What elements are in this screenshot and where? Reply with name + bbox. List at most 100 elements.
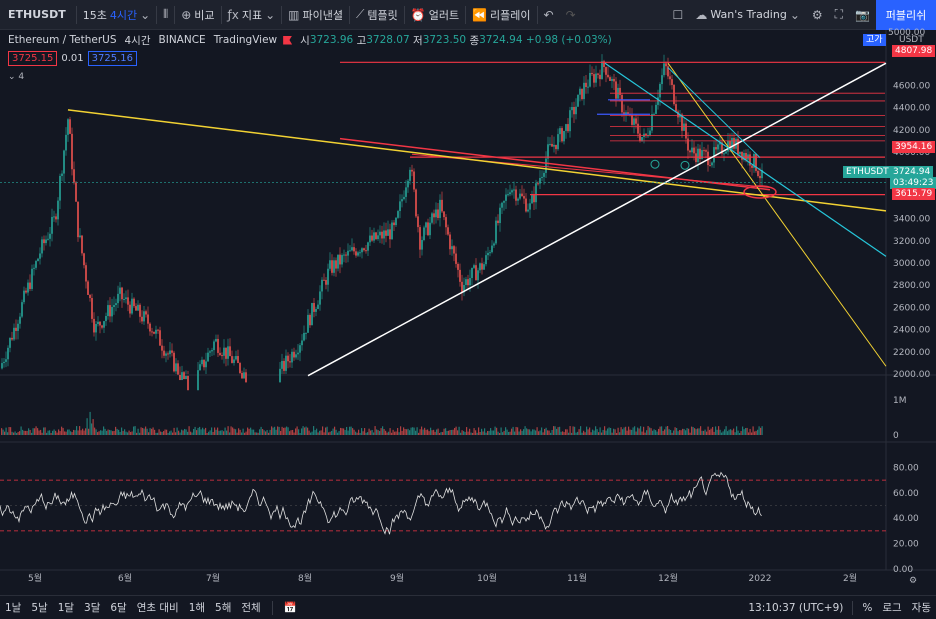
template-icon: ⟋ (355, 7, 365, 21)
volume-bar (268, 432, 270, 435)
volume-bar (467, 431, 469, 435)
price-tick-label: 3000.00 (893, 259, 930, 269)
volume-bar (313, 426, 315, 435)
candle-body (53, 216, 55, 218)
interval-selector[interactable]: 15초 4시간 ⌄ (77, 0, 156, 30)
volume-bar (545, 427, 547, 435)
financials-button[interactable]: ▥ 파이낸셜 (282, 0, 349, 30)
level-1-tag: 3954.16 (892, 141, 936, 153)
volume-bar (733, 428, 735, 435)
snapshot-button[interactable]: 📷 (849, 0, 876, 30)
legend-title[interactable]: Ethereum / TetherUS (8, 34, 117, 46)
chart-canvas[interactable]: 4600.004400.004200.004000.003800.003600.… (0, 30, 936, 595)
trend-line-cyan (667, 67, 761, 158)
settings-button[interactable]: ⚙ (806, 0, 829, 30)
range-1d[interactable]: 1날 (5, 602, 22, 614)
candle-body (517, 198, 519, 201)
volume-bar (328, 432, 330, 435)
candle-body (663, 63, 665, 76)
volume-bar (424, 427, 426, 435)
candle-body (557, 134, 559, 150)
candle-body (709, 165, 711, 167)
range-ytd[interactable]: 연초 대비 (136, 602, 179, 614)
candle-body (307, 314, 309, 333)
publish-button[interactable]: 퍼블리쉬 (876, 0, 936, 30)
volume-bar (407, 428, 409, 435)
alert-button[interactable]: ⏰ 얼러트 (405, 0, 465, 30)
replay-button[interactable]: ⏪ 리플레이 (466, 0, 536, 30)
sell-button[interactable]: 3725.15 (8, 51, 58, 66)
compare-button[interactable]: ⊕ 비교 (175, 0, 220, 30)
range-5d[interactable]: 5날 (31, 602, 48, 614)
symbol-search[interactable]: ETHUSDT (8, 8, 66, 21)
goto-date-icon[interactable]: 📅 (283, 602, 297, 614)
volume-bar (187, 431, 189, 435)
indicators-collapse-toggle[interactable]: ⌄ 4 (8, 72, 24, 82)
trend-line-yellow (667, 62, 887, 367)
candle-body (739, 151, 741, 155)
volume-bar (745, 428, 747, 435)
candle-body (651, 114, 653, 131)
buy-button[interactable]: 3725.16 (87, 51, 137, 66)
redo-button[interactable]: ↷ (560, 0, 582, 30)
volume-bar (703, 430, 705, 435)
price-tick-label: 4000.00 (893, 148, 930, 158)
range-3m[interactable]: 3달 (84, 602, 101, 614)
volume-bar (446, 430, 448, 435)
percent-toggle[interactable]: % (862, 601, 873, 614)
volume-bar (179, 432, 181, 435)
range-5y[interactable]: 5해 (215, 602, 232, 614)
currency-label[interactable]: USDT (899, 35, 924, 45)
fullscreen-button[interactable]: ⛶ (829, 0, 849, 30)
interval-option-4h[interactable]: 4시간 (109, 8, 138, 22)
fullscreen-layout-button[interactable]: ☐ (667, 0, 690, 30)
volume-bar (124, 429, 126, 435)
log-toggle[interactable]: 로그 (882, 602, 902, 614)
chevron-down-icon[interactable]: ⌄ (789, 7, 800, 22)
clock[interactable]: 13:10:37 (UTC+9) (748, 601, 844, 614)
volume-bar (127, 432, 129, 435)
volume-bar (374, 426, 376, 435)
volume-bar (562, 431, 564, 435)
volume-bar (71, 432, 73, 435)
range-6m[interactable]: 6달 (110, 602, 127, 614)
candle-body (291, 351, 293, 363)
volume-bar (155, 432, 157, 435)
volume-bar (101, 430, 103, 435)
candle-body (611, 78, 613, 81)
chart-type-button[interactable]: ⫴ (157, 0, 174, 30)
candle-body (123, 299, 125, 301)
auto-toggle[interactable]: 자동 (911, 602, 931, 614)
candle-body (403, 196, 405, 200)
candle-body (183, 372, 185, 380)
range-all[interactable]: 전체 (241, 602, 261, 614)
volume-bar (443, 428, 445, 435)
indicators-button[interactable]: ƒx 지표 ⌄ (222, 0, 282, 30)
candle-body (415, 189, 417, 217)
interval-option-15s[interactable]: 15초 (82, 8, 107, 22)
candle-body (305, 332, 307, 334)
candle-body (741, 151, 743, 160)
chevron-down-icon[interactable]: ⌄ (140, 7, 151, 22)
volume-bar (218, 430, 220, 435)
undo-button[interactable]: ↶ (538, 0, 560, 30)
candle-body (41, 239, 43, 254)
countdown-tag: 03:49:23 (890, 177, 936, 189)
flag-icon[interactable] (283, 35, 293, 45)
candle-body (619, 87, 621, 95)
candle-body (407, 180, 409, 188)
volume-bar (343, 428, 345, 435)
candle-body (717, 144, 719, 150)
collapsed-count: 4 (18, 72, 25, 82)
candle-body (711, 162, 713, 166)
volume-bar (671, 432, 673, 435)
volume-bar (691, 426, 693, 435)
volume-bar (515, 426, 517, 435)
layout-menu[interactable]: ☁ Wan's Trading ⌄ (689, 0, 806, 30)
range-1m[interactable]: 1달 (57, 602, 75, 614)
volume-bar (161, 431, 163, 435)
range-1y[interactable]: 1해 (188, 602, 206, 614)
chevron-down-icon[interactable]: ⌄ (265, 7, 276, 22)
time-tick-label: 6월 (118, 572, 132, 584)
templates-button[interactable]: ⟋ 템플릿 (350, 0, 404, 30)
